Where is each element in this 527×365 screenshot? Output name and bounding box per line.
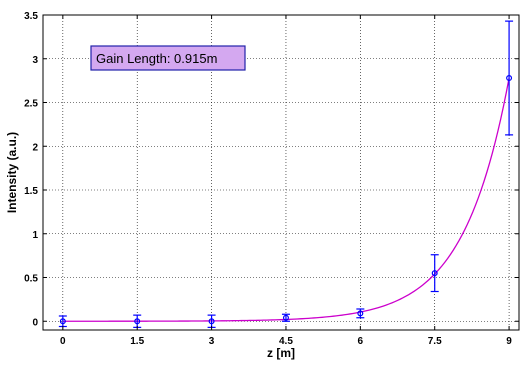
y-tick-label: 3.5	[24, 11, 38, 22]
data-point	[430, 254, 439, 293]
x-tick-label: 4.5	[279, 336, 293, 347]
marker	[134, 318, 141, 325]
annotation-box: Gain Length: 0.915m	[90, 45, 246, 71]
x-axis-label: z [m]	[267, 346, 295, 360]
y-tick-label: 0.5	[24, 274, 38, 285]
x-tick-label: 7.5	[428, 336, 442, 347]
y-tick-label: 0	[32, 317, 38, 328]
y-tick-label: 3	[32, 55, 38, 66]
plot-frame	[42, 14, 520, 331]
y-axis-label: Intensity (a.u.)	[5, 132, 19, 213]
marker	[282, 314, 289, 321]
annotation-text: Gain Length: 0.915m	[96, 51, 217, 66]
marker	[506, 74, 513, 81]
annotation-background	[90, 45, 246, 71]
data-point	[281, 313, 290, 322]
x-tick-label: 9	[506, 336, 512, 347]
x-tick-label: 3	[209, 336, 215, 347]
y-tick-label: 1	[32, 230, 38, 241]
marker	[208, 318, 215, 325]
y-tick-label: 2.5	[24, 99, 38, 110]
x-tick-label: 1.5	[130, 336, 144, 347]
data-point	[356, 308, 365, 319]
marker	[59, 318, 66, 325]
marker	[357, 310, 364, 317]
ticks	[43, 14, 519, 330]
marker	[431, 270, 438, 277]
y-tick-label: 2	[32, 142, 38, 153]
x-tick-label: 0	[60, 336, 66, 347]
y-tick-label: 1.5	[24, 186, 38, 197]
tick-labels: 0 1.5 3 4.5 6 7.5 9 0 0.5 1 1.5 2 2.5 3 3.5	[24, 11, 512, 347]
data-point	[505, 20, 514, 136]
x-tick-label: 6	[358, 336, 364, 347]
